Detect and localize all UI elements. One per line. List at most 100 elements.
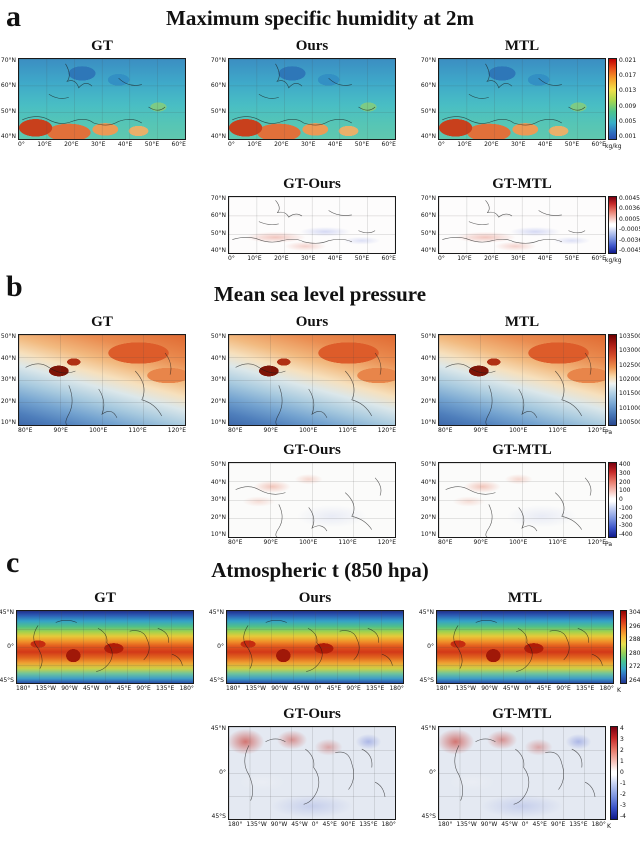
panel-c-map-mtl: MTL 45°N 0° 45°S 180° 135°W 90°W 45°W 0° 45°E 90…: [419, 590, 614, 692]
colorbar-unit: Pa: [605, 541, 613, 548]
map-title: GT-Ours: [283, 706, 341, 722]
map-image: [436, 610, 614, 684]
map-image: [228, 58, 396, 140]
panel-a-map-gt-mtl: GT-MTL 70°N 60°N 50°N 40°N 0° 10°E 20°E 30°E 40…: [421, 176, 606, 262]
map-image: [228, 196, 396, 254]
map-image: [438, 726, 606, 820]
map-title: GT-MTL: [492, 442, 552, 458]
coastline-icon: [244, 738, 386, 805]
latitude-ticks: 70°N 60°N 50°N 40°N: [210, 57, 226, 140]
longitude-ticks: 0° 10°E 20°E 30°E 40°E 50°E 60°E: [18, 141, 186, 148]
panel-a-map-mtl: MTL 70°N 60°N 50°N 40°N 0° 10°E 20°E 30°E 40°E 5…: [421, 38, 606, 148]
longitude-ticks: 0° 10°E 20°E 30°E 40°E 50°E 60°E: [228, 255, 396, 262]
map-title: MTL: [504, 314, 540, 330]
longitude-ticks: 180° 135°W 90°W 45°W 0° 45°E 90°E 135°E 180°: [16, 685, 194, 692]
latitude-ticks: 50°N 40°N 30°N 20°N 10°N: [210, 461, 226, 538]
coastline-icon: [243, 619, 393, 673]
map-title: MTL: [507, 590, 543, 606]
coastline-icon: [445, 352, 592, 425]
map-title: MTL: [504, 38, 540, 54]
panel-c-map-gt: GT 45°N 0° 45°S 180° 135°W 90°W 45°W 0° 45°E 90°…: [0, 590, 194, 692]
colorbar-unit: K: [617, 687, 621, 694]
colorbar-humidity-main: 0.021 0.017 0.013 0.009 0.005 0.001 kg/kg: [605, 58, 636, 151]
longitude-ticks: 0° 10°E 20°E 30°E 40°E 50°E 60°E: [438, 141, 606, 148]
colorbar-gradient: [610, 726, 618, 820]
panel-b-map-gt-ours: GT-Ours 50°N 40°N 30°N 20°N 10°N 80°E 90°E 100…: [211, 442, 396, 546]
panel-c-map-gt-mtl: GT-MTL 45°N 0° 45°S 180° 135°W 90°W 45°W 0° 45°…: [421, 706, 606, 828]
colorbar-temperature-main: 304 296 288 280 272 264 K: [617, 610, 640, 695]
latitude-ticks: 70°N 60°N 50°N 40°N: [420, 195, 436, 254]
map-image: [228, 462, 396, 538]
map-title: GT-Ours: [283, 176, 341, 192]
coastline-icon: [445, 477, 592, 537]
map-image: [18, 58, 186, 140]
panel-c-map-gt-ours: GT-Ours 45°N 0° 45°S 180° 135°W 90°W 45°W 0° 45…: [211, 706, 396, 828]
panel-a-map-gt: GT 70°N 60°N 50°N 40°N 0° 10°E 20°E 30°E 40°E 50…: [1, 38, 186, 148]
longitude-ticks: 80°E 90°E 100°E 110°E 120°E: [228, 427, 396, 434]
map-image: [438, 196, 606, 254]
panel-c-title: Atmospheric t (850 hpa): [211, 558, 429, 582]
coastline-icon: [25, 352, 172, 425]
colorbar-tick-labels: 0.0045 0.0036 0.0005 -0.0005 -0.0036 -0.0045: [619, 195, 640, 254]
latitude-ticks: 70°N 60°N 50°N 40°N: [210, 195, 226, 254]
longitude-ticks: 180° 135°W 90°W 45°W 0° 45°E 90°E 135°E 180°: [438, 821, 606, 828]
colorbar-unit: kg/kg: [605, 143, 622, 150]
longitude-ticks: 80°E 90°E 100°E 110°E 120°E: [18, 427, 186, 434]
colorbar-tick-labels: 103500 103000 102500 102000 101500 101000 1005…: [619, 333, 640, 426]
latitude-ticks: 50°N 40°N 30°N 20°N 10°N: [420, 333, 436, 426]
longitude-ticks: 180° 135°W 90°W 45°W 0° 45°E 90°E 135°E 180°: [228, 821, 396, 828]
colorbar-tick-labels: 4 3 2 1 0 -1 -2 -3 -4: [620, 725, 626, 820]
map-image: [16, 610, 194, 684]
panel-b-title: Mean sea level pressure: [213, 282, 427, 306]
longitude-ticks: 180° 135°W 90°W 45°W 0° 45°E 90°E 135°E 180°: [226, 685, 404, 692]
latitude-ticks: 45°N 0° 45°S: [420, 725, 436, 820]
coastline-icon: [21, 63, 166, 126]
colorbar-unit: kg/kg: [605, 257, 622, 264]
latitude-ticks: 50°N 40°N 30°N 20°N 10°N: [210, 333, 226, 426]
latitude-ticks: 50°N 40°N 30°N 20°N 10°N: [420, 461, 436, 538]
latitude-ticks: 45°N 0° 45°S: [0, 609, 14, 684]
map-title: GT: [91, 314, 113, 330]
coastline-icon: [441, 199, 586, 244]
colorbar-gradient: [608, 196, 617, 254]
coastline-icon: [441, 63, 586, 126]
coastline-icon: [231, 199, 376, 244]
map-title: GT-Ours: [283, 442, 341, 458]
map-title: Ours: [295, 38, 329, 54]
map-title: GT-MTL: [492, 706, 552, 722]
coastline-icon: [231, 63, 376, 126]
colorbar-tick-labels: 0.021 0.017 0.013 0.009 0.005 0.001: [619, 57, 637, 140]
latitude-ticks: 70°N 60°N 50°N 40°N: [0, 57, 16, 140]
panel-b-map-mtl: MTL 50°N 40°N 30°N 20°N 10°N 80°E 90°E 100°E 11…: [421, 314, 606, 434]
latitude-ticks: 45°N 0° 45°S: [418, 609, 434, 684]
latitude-ticks: 45°N 0° 45°S: [208, 609, 224, 684]
colorbar-humidity-diff: 0.0045 0.0036 0.0005 -0.0005 -0.0036 -0.0045 …: [605, 196, 640, 265]
panel-a-map-gt-ours: GT-Ours 70°N 60°N 50°N 40°N 0° 10°E 20°E 30°E 4…: [211, 176, 396, 262]
map-title: Ours: [298, 590, 332, 606]
colorbar-gradient: [608, 334, 617, 426]
colorbar-tick-labels: 304 296 288 280 272 264: [629, 609, 640, 684]
coastline-icon: [454, 738, 596, 805]
coastline-icon: [235, 477, 382, 537]
map-title: Ours: [295, 314, 329, 330]
latitude-ticks: 45°N 0° 45°S: [210, 725, 226, 820]
longitude-ticks: 80°E 90°E 100°E 110°E 120°E: [228, 539, 396, 546]
panel-b-map-gt-mtl: GT-MTL 50°N 40°N 30°N 20°N 10°N 80°E 90°E 100°…: [421, 442, 606, 546]
longitude-ticks: 0° 10°E 20°E 30°E 40°E 50°E 60°E: [228, 141, 396, 148]
coastline-icon: [235, 352, 382, 425]
coastline-icon: [453, 619, 603, 673]
panel-b-label: b: [6, 270, 23, 303]
map-title: GT: [91, 38, 113, 54]
colorbar-temperature-diff: 4 3 2 1 0 -1 -2 -3 -4 K: [607, 726, 626, 831]
panel-c-map-ours: Ours 45°N 0° 45°S 180° 135°W 90°W 45°W 0° 45°E 9…: [209, 590, 404, 692]
panel-a-title: Maximum specific humidity at 2m: [166, 6, 474, 30]
map-image: [226, 610, 404, 684]
longitude-ticks: 80°E 90°E 100°E 110°E 120°E: [438, 427, 606, 434]
colorbar-pressure-main: 103500 103000 102500 102000 101500 101000 1005…: [605, 334, 640, 437]
longitude-ticks: 0° 10°E 20°E 30°E 40°E 50°E 60°E: [438, 255, 606, 262]
panel-b-map-ours: Ours 50°N 40°N 30°N 20°N 10°N 80°E 90°E 100°E 1…: [211, 314, 396, 434]
longitude-ticks: 80°E 90°E 100°E 110°E 120°E: [438, 539, 606, 546]
colorbar-gradient: [608, 58, 617, 140]
colorbar-pressure-diff: 400 300 200 100 0 -100 -200 -300 -400 Pa: [605, 462, 633, 549]
